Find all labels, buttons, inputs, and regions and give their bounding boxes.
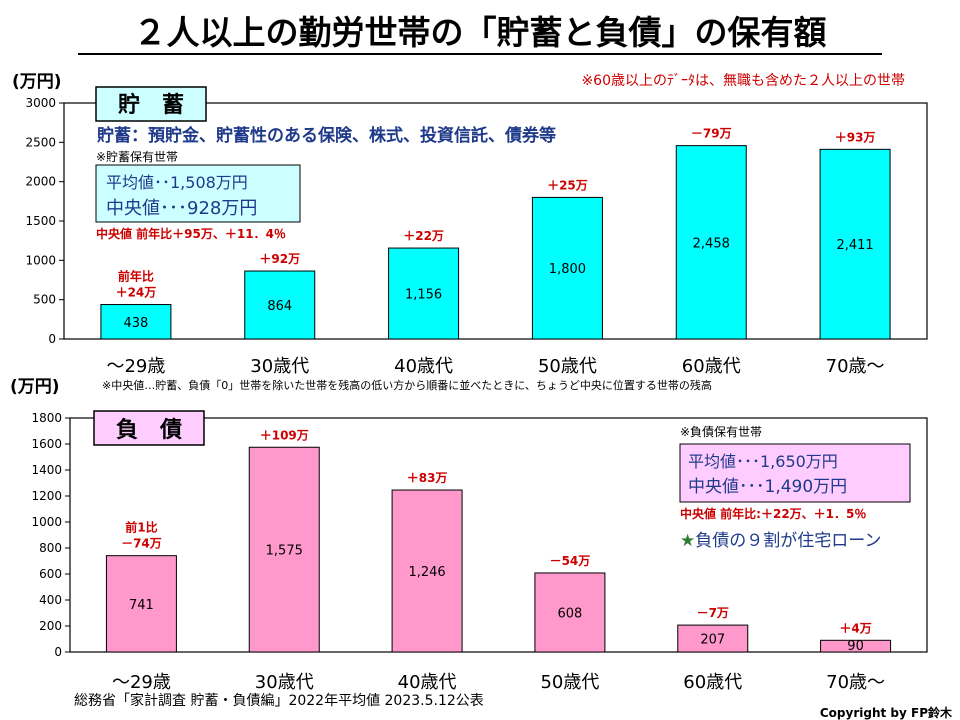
debt-holder-note: ※負債保有世帯 xyxy=(680,424,762,439)
savings-category-label: ～29歳 xyxy=(106,356,165,377)
savings-bar-value-label: 864 xyxy=(267,299,292,314)
debt-y-tick-label: 200 xyxy=(39,619,62,633)
debt-category-label: 30歳代 xyxy=(255,672,314,693)
debt-label: 負 債 xyxy=(116,417,182,443)
savings-category-label: 30歳代 xyxy=(250,356,309,377)
savings-y-tick-label: 0 xyxy=(48,332,56,346)
debt-change-label: ＋83万 xyxy=(407,471,448,485)
savings-bar xyxy=(675,145,747,340)
copyright: Copyright by FP鈴木 xyxy=(820,705,953,720)
savings-median: 中央値･･･928万円 xyxy=(106,198,257,219)
savings-bar-value-label: 2,458 xyxy=(693,236,730,251)
debt-bar-value-label: 608 xyxy=(558,606,583,621)
savings-category-label: 50歳代 xyxy=(538,356,597,377)
savings-label-box xyxy=(95,86,207,122)
debt-bar-value-label: 207 xyxy=(700,633,725,648)
debt-mean: 平均値･･･1,650万円 xyxy=(688,452,838,471)
debt-change-label: ＋4万 xyxy=(839,621,871,635)
debt-stats-box xyxy=(679,443,911,503)
debt-median: 中央値･･･1,490万円 xyxy=(688,477,847,497)
savings-label: 貯 蓄 xyxy=(118,92,184,118)
debt-bar xyxy=(105,555,177,653)
debt-bar xyxy=(391,489,463,653)
debt-y-tick-label: 600 xyxy=(39,567,62,581)
debt-bar-value-label: 741 xyxy=(129,598,154,613)
debt-change-label: －54万 xyxy=(550,554,591,568)
savings-change-label: －79万 xyxy=(691,127,732,141)
savings-y-unit: (万円) xyxy=(12,72,62,92)
savings-change-label: ＋93万 xyxy=(835,130,876,144)
page-title: ２人以上の勤労世帯の「貯蓄と負債」の保有額 xyxy=(134,13,827,52)
savings-y-tick-label: 2500 xyxy=(25,135,56,149)
debt-chart: (万円) 負 債 ※負債保有世帯 平均値･･･1,650万円 中央値･･･1,4… xyxy=(10,377,928,693)
debt-plot-area xyxy=(69,417,928,653)
savings-y-tick-label: 500 xyxy=(33,293,56,307)
savings-change-label: ＋92万 xyxy=(259,252,300,266)
debt-bar-value-label: 1,575 xyxy=(266,544,303,559)
debt-label-box xyxy=(93,410,205,446)
debt-category-label: 70歳～ xyxy=(826,672,885,693)
savings-y-tick-label: 1000 xyxy=(25,253,56,267)
savings-bar xyxy=(531,196,603,340)
savings-bar xyxy=(819,148,891,340)
savings-bar-value-label: 1,800 xyxy=(549,262,586,277)
savings-bar xyxy=(388,247,460,340)
debt-bar-value-label: 1,246 xyxy=(408,565,445,580)
debt-change-label: －74万 xyxy=(121,537,162,551)
savings-bar-value-label: 1,156 xyxy=(405,288,442,303)
debt-bar-value-label: 90 xyxy=(847,639,864,654)
savings-y-tick-label: 3000 xyxy=(25,96,56,110)
debt-category-label: 40歳代 xyxy=(398,672,457,693)
savings-mean: 平均値･･1,508万円 xyxy=(106,173,248,192)
debt-y-tick-label: 1800 xyxy=(31,411,62,425)
debt-category-label: 60歳代 xyxy=(683,672,742,693)
savings-y-tick-label: 1500 xyxy=(25,214,56,228)
star-icon: ★ xyxy=(680,531,695,551)
savings-bar-value-label: 438 xyxy=(124,316,149,331)
debt-y-tick-label: 1600 xyxy=(31,437,62,451)
savings-category-label: 70歳～ xyxy=(826,356,885,377)
savings-change-label: ＋24万 xyxy=(116,286,157,300)
note-top: ※60歳以上のﾃﾞｰﾀは、無職も含めた２人以上の世帯 xyxy=(581,73,905,89)
savings-y-tick-label: 2000 xyxy=(25,175,56,189)
debt-highlight: 負債の９割が住宅ローン xyxy=(695,531,881,551)
debt-bar xyxy=(820,639,892,653)
savings-category-label: 60歳代 xyxy=(682,356,741,377)
median-definition-note: ※中央値…貯蓄、負債「0」世帯を除いた世帯を残高の低い方から順番に並べたときに、… xyxy=(102,378,712,392)
savings-definition: 貯蓄：預貯金、貯蓄性のある保険、株式、投資信託、債券等 xyxy=(97,125,556,146)
savings-median-change: 中央値 前年比＋95万、＋11．4％ xyxy=(96,226,286,241)
debt-change-label: ＋109万 xyxy=(260,428,309,442)
debt-y-tick-label: 1400 xyxy=(31,463,62,477)
savings-stats-box xyxy=(95,164,301,223)
savings-bar xyxy=(100,304,172,340)
debt-highlight-line: ★負債の９割が住宅ローン xyxy=(680,531,881,551)
savings-change-label: ＋25万 xyxy=(547,178,588,192)
source-note: 総務省「家計調査 貯蓄・負債編」2022年平均値 2023.5.12公表 xyxy=(74,692,484,709)
savings-change-label: ＋22万 xyxy=(403,229,444,243)
debt-y-tick-label: 400 xyxy=(39,593,62,607)
debt-bar xyxy=(534,572,606,653)
debt-change-label: －7万 xyxy=(697,606,729,620)
debt-bar xyxy=(248,446,320,653)
debt-bar xyxy=(677,624,749,653)
debt-category-label: 50歳代 xyxy=(540,672,599,693)
debt-y-tick-label: 800 xyxy=(39,541,62,555)
savings-bar-value-label: 2,411 xyxy=(836,238,873,253)
debt-y-unit: (万円) xyxy=(10,377,60,397)
savings-chart: (万円) 貯 蓄 貯蓄：預貯金、貯蓄性のある保険、株式、投資信託、債券等 ※貯蓄… xyxy=(12,72,928,377)
savings-category-label: 40歳代 xyxy=(394,356,453,377)
debt-y-tick-label: 1000 xyxy=(31,515,62,529)
savings-change-label: 前年比 xyxy=(118,269,154,284)
debt-category-label: ～29歳 xyxy=(112,672,171,693)
debt-y-tick-label: 0 xyxy=(54,645,62,659)
savings-bar xyxy=(244,270,316,340)
debt-y-tick-label: 1200 xyxy=(31,489,62,503)
savings-holder-note: ※貯蓄保有世帯 xyxy=(96,150,178,164)
debt-median-change: 中央値 前年比:＋22万、＋1．5％ xyxy=(680,506,866,521)
debt-change-label: 前1比 xyxy=(125,520,157,535)
